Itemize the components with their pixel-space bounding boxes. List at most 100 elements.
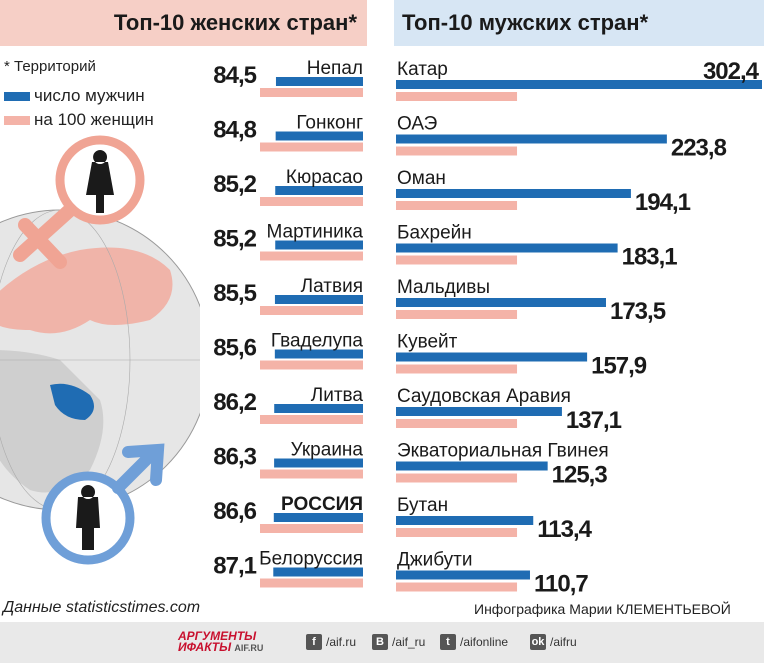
category-label: Украина [291, 440, 364, 461]
bar-male [274, 458, 363, 468]
bar-female [396, 528, 518, 537]
bar-male [273, 567, 363, 577]
category-label: Мальдивы [397, 277, 490, 298]
female-countries-chart: Непал 84,5 Гонконг 84,8 Кюрасао 85,2 Мартиника… [213, 58, 364, 588]
value-label: 84,8 [213, 117, 256, 144]
category-label: Мартиника [267, 222, 364, 243]
bar-male [273, 513, 363, 522]
bar-male [274, 404, 363, 413]
bar-male [396, 298, 606, 307]
bar-male [396, 407, 562, 416]
legend-note: * Территорий [4, 58, 96, 75]
bar-female [396, 364, 518, 374]
category-label: Непал [307, 58, 363, 79]
bar-male [396, 516, 534, 525]
male-symbol [41, 443, 165, 565]
legend-male: число мужчин [4, 86, 145, 106]
bar-male [274, 295, 363, 304]
bar-male [396, 134, 667, 144]
value-label: 113,4 [537, 516, 592, 543]
value-label: 85,5 [213, 280, 256, 307]
social-label: /aif_ru [392, 635, 426, 649]
category-label: Белоруссия [259, 549, 363, 570]
legend-male-swatch [4, 92, 30, 102]
male-chart-title: Топ-10 мужских стран* [394, 0, 764, 46]
bar-female [260, 142, 363, 152]
value-label: 86,6 [213, 498, 256, 525]
value-label: 223,8 [671, 135, 727, 162]
value-label: 302,4 [703, 58, 760, 85]
bar-male [396, 189, 631, 198]
legend-female-label: на 100 женщин [34, 110, 154, 129]
value-label: 85,6 [213, 335, 256, 362]
category-label: Латвия [301, 276, 363, 297]
logo-line-1: АРГУМЕНТЫ [178, 629, 257, 643]
category-label: Гонконг [296, 113, 363, 134]
female-symbol [13, 135, 145, 269]
value-label: 173,5 [610, 298, 666, 325]
social-facebook[interactable]: f/aif.ru [306, 634, 356, 650]
category-label: Бахрейн [397, 223, 472, 244]
male-countries-chart: Катар 302,4 ОАЭ 223,8 Оман 194,1 Бахрейн 183,1 М… [396, 58, 762, 598]
social-ok[interactable]: ok/aifru [530, 634, 577, 650]
bar-female [396, 310, 518, 319]
vk-icon: B [372, 634, 388, 650]
category-label: ОАЭ [397, 114, 437, 135]
legend-female-swatch [4, 116, 30, 126]
legend-male-label: число мужчин [34, 86, 145, 105]
bar-male [396, 352, 588, 362]
category-label: Экваториальная Гвинея [397, 441, 609, 462]
bar-male [396, 243, 618, 253]
value-label: 183,1 [622, 244, 678, 271]
bar-female [396, 473, 518, 483]
facebook-icon: f [306, 634, 322, 650]
source-note: Данные statisticstimes.com [3, 599, 201, 616]
author-credit: Инфографика Марии КЛЕМЕНТЬЕВОЙ [474, 601, 731, 617]
social-vk[interactable]: B/aif_ru [372, 634, 425, 650]
category-label: Кюрасао [286, 167, 363, 188]
category-label: Джибути [397, 550, 472, 571]
bar-female [396, 582, 518, 592]
bar-male [396, 570, 530, 580]
value-label: 86,2 [213, 389, 256, 416]
category-label: Кувейт [397, 332, 458, 353]
bar-male [396, 80, 762, 89]
bar-female [260, 578, 363, 588]
value-label: 110,7 [534, 571, 588, 598]
logo-line-2: ИФАКТЫ [178, 640, 232, 654]
female-chart-title: Топ-10 женских стран* [0, 0, 367, 46]
bar-female [396, 419, 518, 428]
aif-logo[interactable]: АРГУМЕНТЫ ИФАКТЫ AIF.RU [178, 629, 264, 654]
social-label: /aifru [550, 635, 577, 649]
bar-female [260, 415, 363, 424]
value-label: 87,1 [213, 553, 256, 580]
bar-female [260, 251, 363, 261]
category-label: Бутан [397, 495, 448, 516]
value-label: 137,1 [566, 407, 622, 434]
value-label: 85,2 [213, 226, 256, 253]
category-label: Гваделупа [271, 331, 364, 352]
value-label: 85,2 [213, 171, 256, 198]
category-label: Оман [397, 168, 446, 189]
value-label: 84,5 [213, 62, 256, 89]
legend-female: на 100 женщин [4, 110, 154, 130]
bar-female [396, 92, 518, 101]
bar-male [275, 240, 363, 250]
bar-female [260, 88, 363, 97]
bar-male [396, 461, 548, 471]
category-label: Катар [397, 59, 448, 80]
value-label: 86,3 [213, 444, 256, 471]
social-label: /aifonline [460, 635, 509, 649]
logo-url: AIF.RU [234, 643, 264, 653]
value-label: 194,1 [635, 189, 691, 216]
category-label: Саудовская Аравия [397, 386, 571, 407]
bar-female [396, 255, 518, 265]
value-label: 125,3 [552, 462, 608, 489]
social-twitter[interactable]: t/aifonline [440, 634, 508, 650]
bar-male [275, 131, 363, 141]
bar-male [274, 349, 363, 359]
category-label: РОССИЯ [281, 494, 363, 515]
bar-female [260, 197, 363, 206]
category-label: Литва [311, 385, 364, 406]
